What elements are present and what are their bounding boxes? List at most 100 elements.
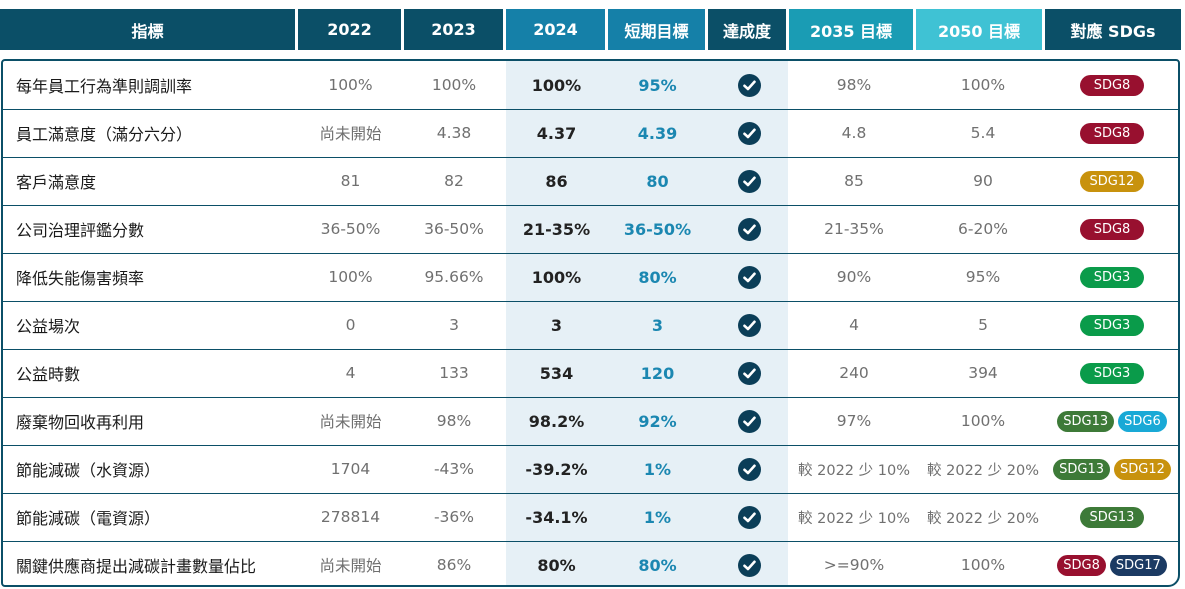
indicator-name: 關鍵供應商提出減碳計畫數量佔比 [16, 557, 257, 576]
value-short-target: 120 [640, 363, 675, 383]
value-2023: 95.66% [424, 268, 484, 286]
sdg-badge: SDG3 [1080, 266, 1144, 288]
value-short-target: 1% [643, 459, 672, 479]
check-circle-icon [737, 361, 761, 385]
value-2023: -36% [433, 508, 475, 526]
value-short-target: 4.39 [637, 123, 678, 143]
value-2024: 3 [550, 315, 563, 335]
achievement-cell [708, 493, 790, 541]
value-2024: 4.37 [536, 123, 577, 143]
value-2024: 80% [537, 555, 576, 575]
achievement-cell [708, 445, 790, 493]
value-2022: 81 [340, 172, 361, 190]
value-2022: 尚未開始 [319, 557, 382, 575]
header-achievement: 達成度 [708, 9, 786, 50]
indicator-name: 公益場次 [16, 317, 81, 336]
value-2023: 100% [431, 76, 477, 94]
value-short-target: 92% [638, 411, 677, 431]
sdg-badge: SDG8 [1057, 554, 1106, 576]
table-row: 關鍵供應商提出減碳計畫數量佔比 尚未開始 86% 80% 80% >=90% 100% SDG… [3, 541, 1178, 585]
table-row: 員工滿意度（滿分六分） 尚未開始 4.38 4.37 4.39 4.8 5.4 SDG8 [3, 109, 1178, 158]
value-short-target: 80 [646, 171, 669, 191]
achievement-cell [708, 61, 790, 109]
header-2023: 2023 [404, 9, 503, 50]
table-row: 廢棄物回收再利用 尚未開始 98% 98.2% 92% 97% 100% SDG13 SDG6 [3, 397, 1178, 446]
table-row: 客戶滿意度 81 82 86 80 85 90 SDG12 [3, 157, 1178, 206]
check-circle-icon [737, 217, 761, 241]
target-2035: 98% [836, 76, 872, 94]
target-2035: 較 2022 少 10% [798, 510, 910, 527]
indicator-name: 員工滿意度（滿分六分） [16, 125, 193, 144]
header-2050-target: 2050 目標 [916, 9, 1042, 50]
header-2022: 2022 [298, 9, 401, 50]
achievement-cell [708, 109, 790, 157]
sdg-badges: SDG13 SDG12 [1048, 445, 1176, 493]
target-2035: 4.8 [841, 124, 867, 142]
sdg-badge: SDG12 [1114, 458, 1171, 480]
target-2035: 85 [844, 172, 864, 190]
target-2035: >=90% [823, 556, 885, 574]
target-2035: 240 [839, 364, 869, 382]
table-row: 每年員工行為準則調訓率 100% 100% 100% 95% 98% 100% SDG8 [3, 61, 1178, 110]
sdg-badges: SDG8 [1048, 61, 1176, 109]
indicator-name: 節能減碳（水資源） [16, 461, 161, 480]
value-short-target: 95% [638, 75, 677, 95]
value-2024: -39.2% [525, 459, 588, 479]
table-row: 降低失能傷害頻率 100% 95.66% 100% 80% 90% 95% SDG3 [3, 253, 1178, 302]
table-body: 每年員工行為準則調訓率 100% 100% 100% 95% 98% 100% SDG8 員工滿… [1, 59, 1180, 587]
check-circle-icon [737, 73, 761, 97]
achievement-cell [708, 253, 790, 301]
sdg-badges: SDG8 SDG17 [1048, 541, 1176, 585]
sdg-badges: SDG13 [1048, 493, 1176, 541]
value-2023: 82 [444, 172, 464, 190]
value-2022: 1704 [330, 460, 371, 478]
sdg-badges: SDG12 [1048, 157, 1176, 205]
value-2023: -43% [433, 460, 475, 478]
value-2024: 100% [531, 267, 582, 287]
value-2022: 尚未開始 [319, 125, 382, 143]
value-2022: 4 [345, 364, 356, 382]
indicator-name: 節能減碳（電資源） [16, 509, 161, 528]
sdg-badges: SDG3 [1048, 253, 1176, 301]
sdg-badges: SDG3 [1048, 301, 1176, 349]
value-2024: 100% [531, 75, 582, 95]
check-circle-icon [737, 121, 761, 145]
target-2035: 4 [849, 316, 859, 334]
table-row: 公司治理評鑑分數 36-50% 36-50% 21-35% 36-50% 21-35% 6-… [3, 205, 1178, 254]
target-2050: 較 2022 少 20% [927, 510, 1039, 527]
achievement-cell [708, 541, 790, 585]
target-2050: 5 [978, 316, 988, 334]
value-2023: 3 [449, 316, 459, 334]
target-2050: 90 [973, 172, 993, 190]
value-2022: 278814 [320, 508, 381, 526]
value-2022: 0 [345, 316, 356, 334]
table-row: 公益時數 4 133 534 120 240 394 SDG3 [3, 349, 1178, 398]
sdg-badge: SDG17 [1109, 554, 1167, 576]
check-circle-icon [737, 265, 761, 289]
value-2024: 21-35% [522, 219, 591, 239]
value-2023: 86% [436, 556, 472, 574]
header-2024: 2024 [506, 9, 605, 50]
sdg-badges: SDG8 [1048, 109, 1176, 157]
check-circle-icon [737, 409, 761, 433]
check-circle-icon [737, 313, 761, 337]
check-circle-icon [737, 457, 761, 481]
header-sdgs: 對應 SDGs [1045, 9, 1181, 50]
target-2050: 100% [960, 556, 1006, 574]
sdg-badge: SDG3 [1080, 362, 1144, 384]
target-2050: 較 2022 少 20% [927, 462, 1039, 479]
indicator-name: 每年員工行為準則調訓率 [16, 77, 193, 96]
value-short-target: 80% [638, 555, 677, 575]
table-row: 節能減碳（水資源） 1704 -43% -39.2% 1% 較 2022 少 10% 較 2… [3, 445, 1178, 494]
table-row: 公益場次 0 3 3 3 4 5 SDG3 [3, 301, 1178, 350]
sdg-badge: SDG8 [1080, 74, 1144, 96]
target-2050: 5.4 [970, 124, 996, 142]
value-2022: 100% [328, 76, 373, 94]
sdg-badges: SDG8 [1048, 205, 1176, 253]
achievement-cell [708, 349, 790, 397]
achievement-cell [708, 157, 790, 205]
sdg-badge: SDG6 [1118, 410, 1167, 432]
value-short-target: 3 [651, 315, 664, 335]
achievement-cell [708, 205, 790, 253]
sdg-badge: SDG12 [1079, 170, 1145, 192]
